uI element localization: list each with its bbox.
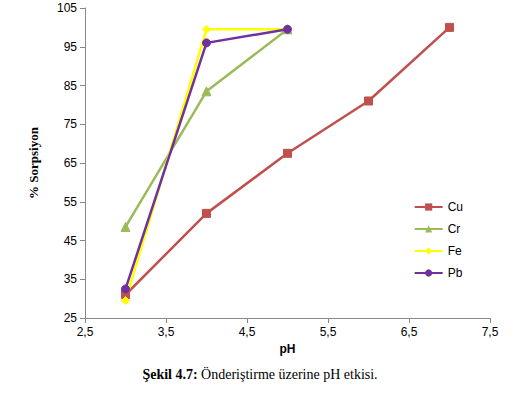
svg-text:Önderiştirme üzerine pH etkisi: Önderiştirme üzerine pH etkisi. <box>198 366 378 382</box>
svg-text:35: 35 <box>64 272 78 286</box>
svg-text:85: 85 <box>64 79 78 93</box>
svg-text:pH: pH <box>280 342 296 356</box>
svg-text:5,5: 5,5 <box>320 325 337 339</box>
svg-text:95: 95 <box>64 40 78 54</box>
svg-text:Cr: Cr <box>448 222 461 236</box>
svg-text:Şekil 4.7:: Şekil 4.7: <box>142 367 197 382</box>
svg-text:4,5: 4,5 <box>239 325 256 339</box>
svg-text:7,5: 7,5 <box>482 325 499 339</box>
svg-text:75: 75 <box>64 117 78 131</box>
svg-text:Pb: Pb <box>448 266 463 280</box>
svg-text:25: 25 <box>64 311 78 325</box>
svg-text:2,5: 2,5 <box>77 325 94 339</box>
svg-text:6,5: 6,5 <box>401 325 418 339</box>
svg-text:105: 105 <box>57 1 77 15</box>
svg-text:% Sorpsiyon: % Sorpsiyon <box>26 126 41 199</box>
svg-text:45: 45 <box>64 234 78 248</box>
svg-text:Fe: Fe <box>448 244 462 258</box>
svg-text:65: 65 <box>64 156 78 170</box>
svg-text:3,5: 3,5 <box>158 325 175 339</box>
svg-text:55: 55 <box>64 195 78 209</box>
svg-text:Cu: Cu <box>448 200 463 214</box>
